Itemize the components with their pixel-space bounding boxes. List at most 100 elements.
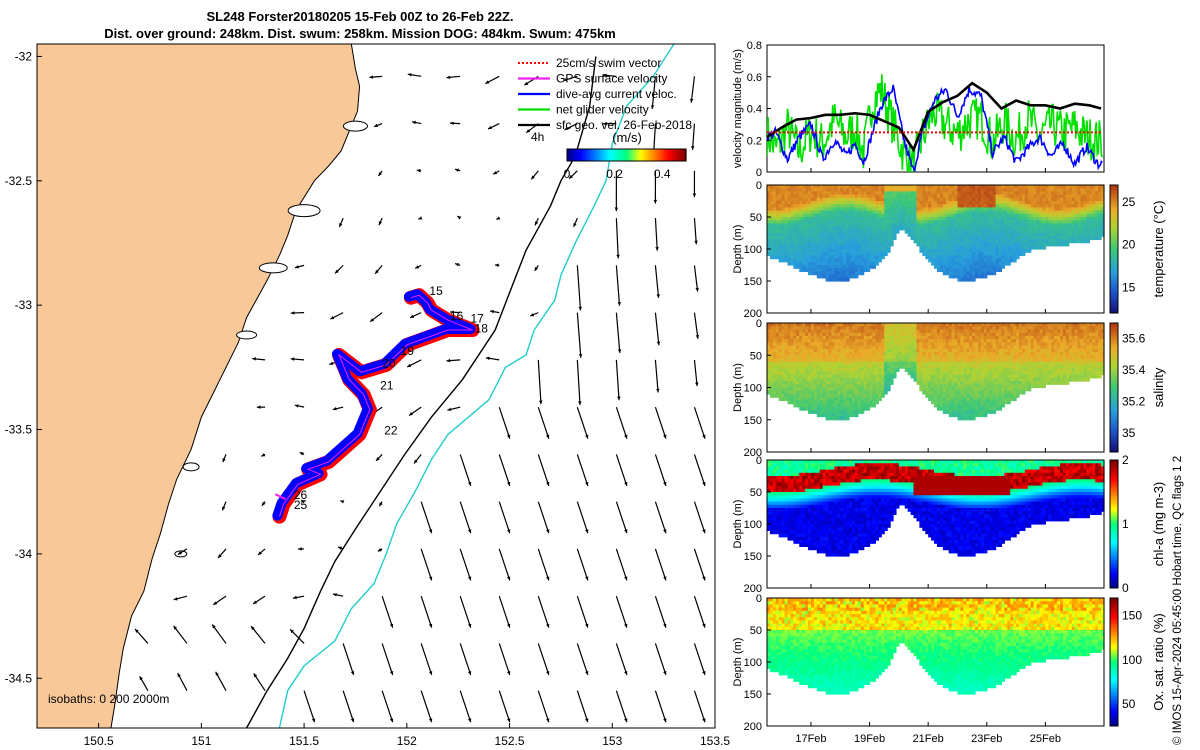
map-ytick-label: -33.5 xyxy=(5,423,33,437)
colorbar-cell xyxy=(652,149,655,161)
colorbar-cell xyxy=(1110,570,1118,574)
estuary-outline xyxy=(287,204,321,218)
colorbar-cell xyxy=(1110,575,1118,579)
colorbar-tick-label: 0 xyxy=(564,167,571,181)
current-vector xyxy=(289,628,305,644)
colorbar-cell xyxy=(1110,348,1118,352)
current-vector xyxy=(614,170,619,212)
colorbar-cell xyxy=(1110,341,1118,345)
current-vector xyxy=(413,454,422,464)
colorbar-cell xyxy=(1110,441,1118,445)
colorbar-cell xyxy=(1110,249,1118,253)
current-vector xyxy=(381,690,394,723)
colorbar-cell xyxy=(1110,446,1118,450)
current-vector xyxy=(654,359,660,393)
colorbar-cell xyxy=(1110,667,1118,671)
colorbar-cell xyxy=(1110,228,1118,232)
heatmap-ytick-label: 100 xyxy=(744,657,762,669)
colorbar-cell xyxy=(1110,483,1118,487)
current-vector xyxy=(602,73,617,78)
current-vector xyxy=(377,548,383,552)
colorbar-cell xyxy=(1110,300,1118,304)
colorbar-cell xyxy=(1110,623,1118,627)
current-vector xyxy=(485,356,500,361)
colorbar-cell xyxy=(1110,397,1118,401)
colorbar-cell xyxy=(648,149,651,161)
current-vector xyxy=(381,643,394,676)
legend-label: net glider velocity xyxy=(556,103,649,117)
colorbar-cell xyxy=(1110,503,1118,507)
colorbar-cell xyxy=(636,149,639,161)
colorbar-cell xyxy=(1110,480,1118,484)
colorbar-cell xyxy=(608,149,612,161)
colorbar-cell xyxy=(1110,723,1118,727)
colorbar-cell xyxy=(1110,541,1118,545)
colorbar-cell xyxy=(1110,346,1118,350)
colorbar-cell xyxy=(1110,205,1118,209)
colorbar-tick-label: 0.4 xyxy=(654,167,671,181)
colorbar-cell xyxy=(1110,710,1118,714)
colorbar-cell xyxy=(1110,415,1118,419)
colorbar-cell xyxy=(1110,364,1118,368)
current-vector xyxy=(261,453,266,457)
colorbar-cell xyxy=(684,149,687,161)
current-vector xyxy=(294,264,305,269)
colorbar-cell xyxy=(1110,531,1118,535)
colorbar-cell xyxy=(1110,534,1118,538)
colorbar-cell xyxy=(1110,202,1118,206)
current-vector xyxy=(498,690,511,723)
current-vector xyxy=(299,451,305,456)
heatmap-ytick-label: 50 xyxy=(750,350,762,362)
colorbar-cell xyxy=(1110,287,1118,291)
current-vector xyxy=(332,406,344,411)
current-vector xyxy=(420,643,433,676)
colorbar-cell xyxy=(614,149,618,161)
colorbar-cell xyxy=(1110,400,1118,404)
heatmap-ytick-label: 200 xyxy=(744,447,762,459)
colorbar-cell xyxy=(622,149,626,161)
figure-title: SL248 Forster20180205 15-Feb 00Z to 26-F… xyxy=(206,9,514,24)
time-axis-label: 25Feb xyxy=(1030,733,1061,745)
current-vector xyxy=(615,359,621,401)
current-vector xyxy=(334,264,344,274)
velocity-ytick-label: 0.2 xyxy=(747,135,762,147)
colorbar-cell xyxy=(1110,585,1118,589)
map-xtick-label: 153.5 xyxy=(700,734,730,748)
current-vector xyxy=(576,690,589,723)
current-vector xyxy=(253,673,266,692)
colorbar-cell xyxy=(590,149,594,161)
colorbar-cell xyxy=(1110,554,1118,558)
time-axis-label: 21Feb xyxy=(913,733,944,745)
colorbar-cell xyxy=(1110,418,1118,422)
colorbar-cell xyxy=(1110,521,1118,525)
colorbar-cell xyxy=(1110,547,1118,551)
colorbar-tick-label: 0 xyxy=(1122,581,1129,595)
colorbar-cell xyxy=(618,149,622,161)
colorbar-cell xyxy=(1110,387,1118,391)
colorbar-cell xyxy=(1110,292,1118,296)
colorbar-cell xyxy=(1110,470,1118,474)
colorbar-cell xyxy=(1110,488,1118,492)
colorbar-cell xyxy=(1110,302,1118,306)
colorbar-cell xyxy=(656,149,659,161)
colorbar-cell xyxy=(586,149,590,161)
colorbar-cell xyxy=(1110,274,1118,278)
heatmap-ytick-label: 50 xyxy=(750,625,762,637)
colorbar-cell xyxy=(678,149,681,161)
current-vector xyxy=(692,170,697,198)
colorbar-cell xyxy=(1110,390,1118,394)
heatmap-ytick-label: 100 xyxy=(744,244,762,256)
colorbar-cell xyxy=(668,149,671,161)
colorbar-cell xyxy=(1110,559,1118,563)
current-vector xyxy=(420,690,433,723)
current-vector xyxy=(576,501,589,534)
current-vector xyxy=(330,312,344,320)
colorbar-tick-label: 0.2 xyxy=(606,167,623,181)
colorbar-cell xyxy=(1110,187,1118,191)
legend-label: dive-avg current veloc. xyxy=(556,87,677,101)
heatmap-ytick-label: 150 xyxy=(744,276,762,288)
colorbar-cell xyxy=(1110,426,1118,430)
colorbar-cell xyxy=(662,149,665,161)
estuary-outline xyxy=(236,330,258,340)
colorbar-cell xyxy=(630,149,634,161)
